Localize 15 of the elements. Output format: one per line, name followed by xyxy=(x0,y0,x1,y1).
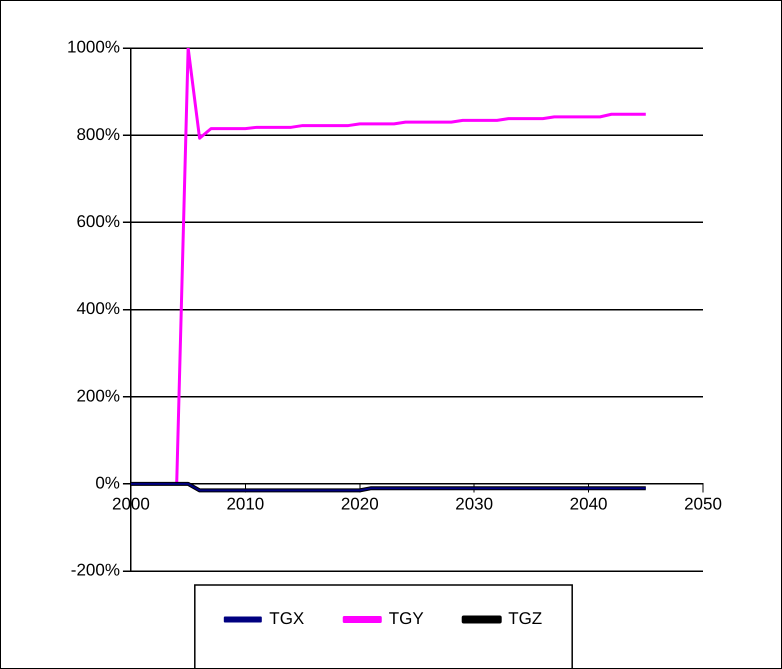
y-tick-label: 1000% xyxy=(66,38,120,57)
y-tick-label: 400% xyxy=(76,299,120,318)
x-tick-label: 2010 xyxy=(226,494,264,514)
y-tick-label: -200% xyxy=(70,560,120,580)
legend-label: TGZ xyxy=(508,609,542,628)
x-tick-label: 2030 xyxy=(455,494,494,514)
y-tick-label: 600% xyxy=(76,212,120,232)
x-tick-label: 2050 xyxy=(684,494,722,514)
x-tick-label: 2020 xyxy=(340,494,379,514)
y-tick-label: 200% xyxy=(76,386,120,406)
legend-label: TGX xyxy=(269,609,304,628)
x-tick-label: 2040 xyxy=(570,494,608,514)
legend-label: TGY xyxy=(388,609,424,628)
y-tick-label: 800% xyxy=(76,124,120,144)
y-tick-label: 0% xyxy=(95,474,120,493)
